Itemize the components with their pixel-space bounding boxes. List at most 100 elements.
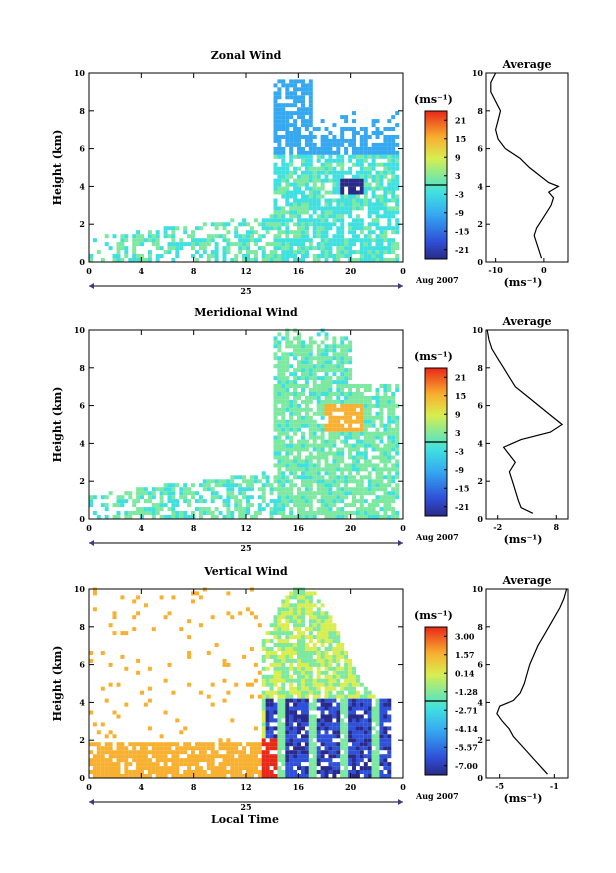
panel-title: Meridional Wind <box>194 306 298 319</box>
profile-title: Average <box>501 574 551 587</box>
colorbar-tick-label: 1.57 <box>455 650 474 660</box>
profile-y-tick-label: 8 <box>477 622 483 632</box>
date-axis-end-marker <box>398 540 403 546</box>
profile-x-tick-label: -2 <box>493 522 502 532</box>
profile-frame <box>485 329 569 520</box>
x-tick-label: 4 <box>139 782 145 792</box>
date-axis-end-marker <box>398 283 403 289</box>
profile-y-tick-label: 10 <box>472 325 484 335</box>
colorbar-tick-label: 15 <box>455 391 466 401</box>
day-label: 25 <box>240 286 251 296</box>
x-tick-label: 20 <box>345 523 357 533</box>
date-label: Aug 2007 <box>415 275 459 285</box>
x-tick-label: 16 <box>293 782 305 792</box>
colorbar-tick-label: 9 <box>455 152 461 162</box>
x-tick-label: 0 <box>86 523 92 533</box>
profile-line <box>490 72 560 259</box>
x-tick-label: 16 <box>293 266 305 276</box>
profile-y-tick-label: 0 <box>477 773 483 783</box>
colorbar-tick-label: -3 <box>455 446 464 456</box>
x-tick-label: 0 <box>400 782 406 792</box>
y-tick-label: 0 <box>79 514 85 524</box>
colorbar-tick-label: -21 <box>455 245 469 255</box>
profile-y-tick-label: 4 <box>477 697 483 707</box>
colorbar-tick-label: -9 <box>455 208 464 218</box>
y-tick-label: 8 <box>79 622 85 632</box>
profile-y-tick-label: 2 <box>477 476 483 486</box>
y-tick-label: 2 <box>79 735 85 745</box>
y-tick-label: 10 <box>74 68 86 78</box>
y-tick-label: 8 <box>79 106 85 116</box>
y-tick-label: 0 <box>79 773 85 783</box>
x-tick-label: 4 <box>139 266 145 276</box>
colorbar-tick-label: 0.14 <box>455 668 475 678</box>
y-axis-label: Height (km) <box>51 130 64 206</box>
date-axis-start-marker <box>89 799 94 805</box>
x-tick-label: 8 <box>191 782 197 792</box>
profile-frame <box>485 72 569 263</box>
profile-x-axis-label: (ms⁻¹) <box>504 533 543 546</box>
profile-y-tick-label: 8 <box>477 106 483 116</box>
colorbar-unit: (ms⁻¹) <box>414 93 453 106</box>
x-tick-label: 12 <box>240 782 251 792</box>
x-tick-label: 8 <box>191 523 197 533</box>
profile-y-tick-label: 4 <box>477 181 483 191</box>
x-tick-label: 20 <box>345 782 357 792</box>
y-axis-label: Height (km) <box>51 646 64 722</box>
x-tick-label: 12 <box>240 523 251 533</box>
day-label: 25 <box>240 543 251 553</box>
x-tick-label: 0 <box>86 782 92 792</box>
profile-frame <box>485 588 569 779</box>
colorbar-tick-label: 15 <box>455 134 466 144</box>
y-tick-label: 2 <box>79 476 85 486</box>
x-tick-label: 8 <box>191 266 197 276</box>
colorbar-tick-label: -21 <box>455 502 469 512</box>
y-tick-label: 4 <box>79 438 85 448</box>
colorbar-tick-label: -7.00 <box>455 761 478 771</box>
colorbar-tick-label: 3 <box>455 171 461 181</box>
colorbar-tick-label: -15 <box>455 226 469 236</box>
profile-y-tick-label: 10 <box>472 68 484 78</box>
panel-title: Vertical Wind <box>203 565 288 578</box>
colorbar-tick-label: -2.71 <box>455 705 478 715</box>
y-tick-label: 0 <box>79 257 85 267</box>
y-tick-label: 2 <box>79 219 85 229</box>
colorbar-tick-label: -15 <box>455 483 469 493</box>
x-tick-label: 20 <box>345 266 357 276</box>
x-tick-label: 4 <box>139 523 145 533</box>
date-axis-start-marker <box>89 283 94 289</box>
colorbar-unit: (ms⁻¹) <box>414 350 453 363</box>
heatmap-field <box>89 587 392 778</box>
profile-x-tick-label: 8 <box>553 522 559 532</box>
profile-y-tick-label: 0 <box>477 514 483 524</box>
date-label: Aug 2007 <box>415 532 459 542</box>
x-tick-label: 16 <box>293 523 305 533</box>
profile-title: Average <box>501 58 551 71</box>
x-tick-label: 0 <box>86 266 92 276</box>
y-tick-label: 6 <box>79 401 85 411</box>
date-axis-end-marker <box>398 799 403 805</box>
colorbar-unit: (ms⁻¹) <box>414 609 453 622</box>
colorbar-tick-label: 3.00 <box>455 631 475 641</box>
x-tick-label: 0 <box>400 266 406 276</box>
y-tick-label: 6 <box>79 660 85 670</box>
profile-x-tick-label: -1 <box>550 781 559 791</box>
profile-y-tick-label: 6 <box>477 401 483 411</box>
y-axis-label: Height (km) <box>51 387 64 463</box>
profile-y-tick-label: 2 <box>477 219 483 229</box>
colorbar-tick-label: 3 <box>455 428 461 438</box>
profile-y-tick-label: 10 <box>472 584 484 594</box>
profile-x-tick-label: -5 <box>495 781 504 791</box>
y-tick-label: 10 <box>74 325 86 335</box>
y-tick-label: 8 <box>79 363 85 373</box>
profile-y-tick-label: 8 <box>477 363 483 373</box>
y-tick-label: 10 <box>74 584 86 594</box>
colorbar-tick-label: -9 <box>455 465 464 475</box>
profile-line <box>496 588 568 775</box>
profile-x-axis-label: (ms⁻¹) <box>504 792 543 805</box>
profile-y-tick-label: 6 <box>477 144 483 154</box>
day-label: 25 <box>240 802 251 812</box>
